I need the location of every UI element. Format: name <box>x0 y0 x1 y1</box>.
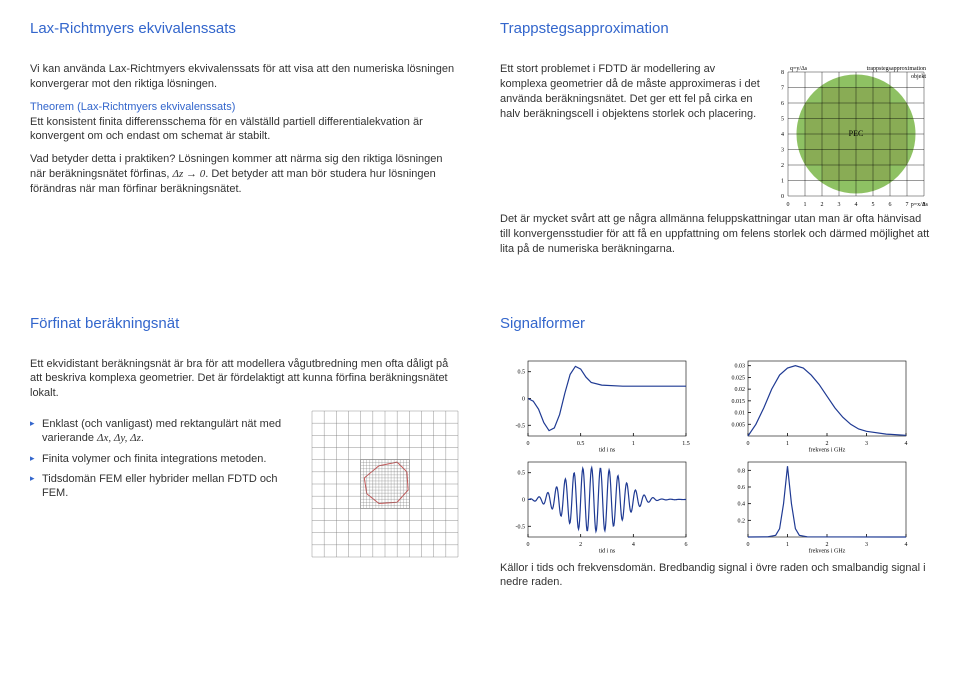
svg-text:0.5: 0.5 <box>518 470 526 476</box>
svg-text:0: 0 <box>527 441 530 447</box>
section-lax: Lax-Richtmyers ekvivalenssats Vi kan anv… <box>30 20 460 265</box>
forfinat-list: Enklast (och vanligast) med rektangulärt… <box>30 417 300 500</box>
svg-text:1.5: 1.5 <box>682 441 690 447</box>
svg-text:7: 7 <box>781 86 784 92</box>
trapp-p1: Ett stort problemet i FDTD är modellerin… <box>500 62 760 121</box>
lax-intro: Vi kan använda Lax-Richtmyers ekvivalens… <box>30 62 460 92</box>
svg-text:2: 2 <box>826 441 829 447</box>
forfinat-item: Enklast (och vanligast) med rektangulärt… <box>30 417 300 446</box>
signal-bot-left-chart: 0 2 4 6 -0.5 0 0.5 tid i ns <box>500 458 690 553</box>
svg-text:3: 3 <box>865 542 868 548</box>
svg-text:1: 1 <box>781 179 784 185</box>
forfinat-item: Tidsdomän FEM eller hybrider mellan FDTD… <box>30 472 300 501</box>
svg-text:0.03: 0.03 <box>735 363 746 369</box>
svg-text:frekvens i GHz: frekvens i GHz <box>809 547 846 553</box>
heading-forfinat: Förfinat beräkningsnät <box>30 315 460 332</box>
svg-text:5: 5 <box>781 117 784 123</box>
svg-text:0: 0 <box>527 542 530 548</box>
svg-text:p=x/Δs: p=x/Δs <box>911 202 929 208</box>
svg-text:0.5: 0.5 <box>577 441 585 447</box>
svg-text:1: 1 <box>632 441 635 447</box>
staircase-chart: 001122334455667788p=x/Δsq=y/Δstrappstegs… <box>770 62 930 212</box>
svg-text:0.2: 0.2 <box>738 518 746 524</box>
svg-text:3: 3 <box>865 441 868 447</box>
svg-text:5: 5 <box>872 202 875 208</box>
section-trapp: Trappstegsapproximation Ett stort proble… <box>500 20 930 265</box>
svg-text:4: 4 <box>632 542 635 548</box>
lax-followup: Vad betyder detta i praktiken? Lösningen… <box>30 152 460 197</box>
heading-lax: Lax-Richtmyers ekvivalenssats <box>30 20 460 37</box>
svg-text:0.6: 0.6 <box>738 485 746 491</box>
svg-text:trappstegsapproximation: trappstegsapproximation <box>867 66 926 72</box>
svg-text:0.5: 0.5 <box>518 369 526 375</box>
svg-text:0: 0 <box>522 497 525 503</box>
forfinat-intro: Ett ekvidistant beräkningsnät är bra för… <box>30 357 460 402</box>
heading-signal: Signalformer <box>500 315 930 332</box>
svg-text:0: 0 <box>747 542 750 548</box>
forfinat-item: Finita volymer och finita integrations m… <box>30 452 300 466</box>
svg-text:frekvens i GHz: frekvens i GHz <box>809 446 846 452</box>
svg-text:0.025: 0.025 <box>732 375 746 381</box>
svg-text:0.02: 0.02 <box>735 387 746 393</box>
svg-text:6: 6 <box>781 101 784 107</box>
svg-text:0: 0 <box>747 441 750 447</box>
svg-text:tid i ns: tid i ns <box>599 447 616 452</box>
theorem-body: Ett konsistent finita differensschema fö… <box>30 116 423 143</box>
signal-top-left-chart: 0 0.5 1 1.5 -0.5 0 0.5 tid i ns <box>500 357 690 452</box>
svg-text:6: 6 <box>889 202 892 208</box>
svg-text:0: 0 <box>522 396 525 402</box>
svg-text:8: 8 <box>781 70 784 76</box>
trapp-p2: Det är mycket svårt att ge några allmänn… <box>500 212 930 257</box>
refined-mesh-chart <box>310 409 460 559</box>
svg-text:0.8: 0.8 <box>738 468 746 474</box>
svg-text:2: 2 <box>821 202 824 208</box>
signal-caption: Källor i tids och frekvensdomän. Bredban… <box>500 561 930 591</box>
lax-theorem: Theorem (Lax-Richtmyers ekvivalenssats) … <box>30 100 460 145</box>
svg-text:3: 3 <box>781 148 784 154</box>
svg-text:-0.5: -0.5 <box>516 423 526 429</box>
svg-text:1: 1 <box>786 542 789 548</box>
svg-text:4: 4 <box>905 441 908 447</box>
theorem-label: Theorem (Lax-Richtmyers ekvivalenssats) <box>30 101 235 113</box>
svg-text:4: 4 <box>905 542 908 548</box>
section-forfinat: Förfinat beräkningsnät Ett ekvidistant b… <box>30 315 460 599</box>
svg-text:7: 7 <box>906 202 909 208</box>
svg-text:2: 2 <box>579 542 582 548</box>
signal-bot-right-chart: 0 1 2 3 4 0.2 0.4 0.6 0.8 frekvens i GHz <box>720 458 910 553</box>
svg-text:4: 4 <box>855 202 858 208</box>
signal-top-right-chart: 0 1 2 3 4 0.005 0.01 0.015 0.02 0.025 0.03 frekvens… <box>720 357 910 452</box>
svg-text:2: 2 <box>826 542 829 548</box>
svg-text:0.015: 0.015 <box>732 398 746 404</box>
svg-text:2: 2 <box>781 163 784 169</box>
svg-text:1: 1 <box>804 202 807 208</box>
svg-text:0: 0 <box>787 202 790 208</box>
svg-text:0.4: 0.4 <box>738 501 746 507</box>
svg-text:3: 3 <box>838 202 841 208</box>
svg-text:-0.5: -0.5 <box>516 524 526 530</box>
svg-text:4: 4 <box>781 132 784 138</box>
svg-text:q=y/Δs: q=y/Δs <box>790 66 808 72</box>
svg-text:0.005: 0.005 <box>732 422 746 428</box>
section-signal: Signalformer 0 0.5 1 1.5 -0.5 0 0.5 tid i ns 0 1… <box>500 315 930 599</box>
svg-text:objekt: objekt <box>911 74 926 80</box>
heading-trapp: Trappstegsapproximation <box>500 20 930 37</box>
svg-text:0: 0 <box>781 194 784 200</box>
svg-text:6: 6 <box>685 542 688 548</box>
svg-text:tid i ns: tid i ns <box>599 548 616 553</box>
svg-text:0.01: 0.01 <box>735 410 746 416</box>
svg-text:1: 1 <box>786 441 789 447</box>
svg-text:PEC: PEC <box>849 129 864 138</box>
